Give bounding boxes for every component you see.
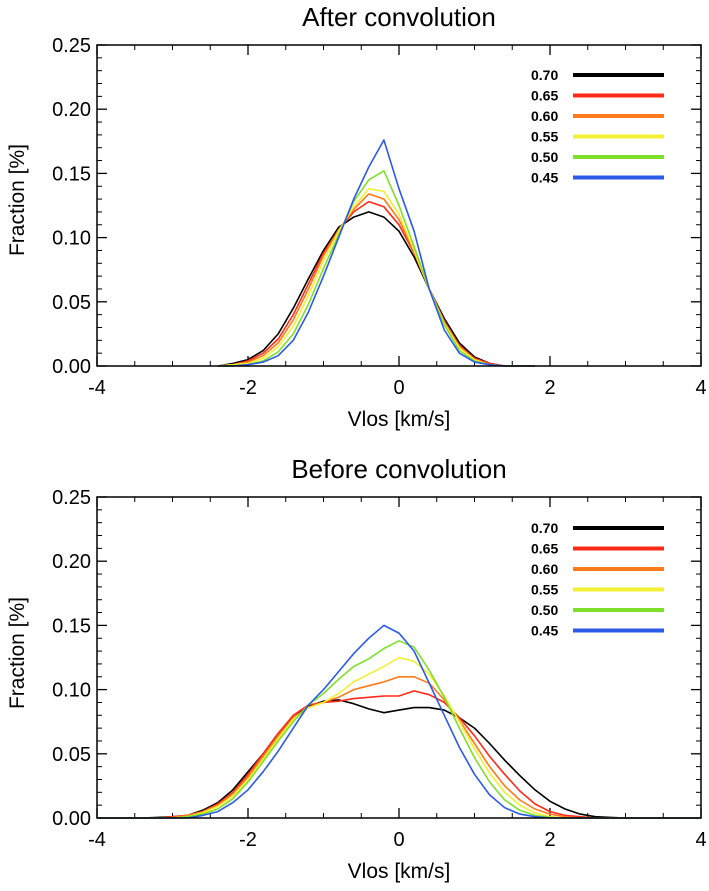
chart-after-convolution: After convolution Vlos [km/s] Fraction [… bbox=[6, 2, 707, 431]
legend-label: 0.70 bbox=[531, 520, 558, 536]
chart-before-convolution: Before convolution Vlos [km/s] Fraction … bbox=[6, 454, 707, 883]
series-line-0.50 bbox=[217, 170, 535, 367]
series-line-0.45 bbox=[97, 624, 701, 819]
chart-title: Before convolution bbox=[291, 454, 506, 484]
x-tick-label: -4 bbox=[88, 377, 106, 399]
series-line-0.70 bbox=[97, 699, 701, 819]
series-line-0.45 bbox=[217, 139, 535, 367]
tick-layer: -4 -2 0 2 4 0.00 0.05 0.10 0.15 0.20 0.25 bbox=[52, 487, 707, 851]
chart-title: After convolution bbox=[302, 2, 496, 32]
y-tick-label: 0.20 bbox=[52, 551, 91, 573]
legend-label: 0.50 bbox=[531, 602, 558, 618]
plot-frame bbox=[96, 44, 702, 367]
x-tick-label: -2 bbox=[239, 377, 257, 399]
x-tick-label: -4 bbox=[88, 829, 106, 851]
series-line-0.65 bbox=[217, 200, 535, 367]
y-tick-label: 0.15 bbox=[52, 615, 91, 637]
series-line-0.60 bbox=[97, 675, 701, 819]
series-line-0.55 bbox=[217, 188, 535, 367]
y-tick-label: 0.25 bbox=[52, 35, 91, 57]
x-tick-label: 2 bbox=[544, 829, 555, 851]
legend-label: 0.50 bbox=[531, 149, 558, 165]
legend: 0.70 0.65 0.60 0.55 0.50 0.45 bbox=[531, 520, 664, 639]
tick-layer: -4 -2 0 2 4 0.00 0.05 0.10 0.15 0.20 0.25 bbox=[52, 35, 707, 399]
y-tick-label: 0.00 bbox=[52, 356, 91, 378]
y-tick-label: 0.00 bbox=[52, 808, 91, 830]
legend-label: 0.65 bbox=[531, 541, 558, 557]
x-tick-label: 4 bbox=[695, 829, 706, 851]
y-tick-label: 0.25 bbox=[52, 487, 91, 509]
y-axis-label: Fraction [%] bbox=[6, 144, 29, 256]
y-tick-label: 0.20 bbox=[52, 99, 91, 121]
y-tick-label: 0.10 bbox=[52, 228, 91, 250]
series-line-0.50 bbox=[97, 639, 701, 819]
x-axis-label: Vlos [km/s] bbox=[348, 408, 451, 431]
x-tick-label: -2 bbox=[239, 829, 257, 851]
legend-label: 0.65 bbox=[531, 88, 558, 104]
plot-frame bbox=[96, 496, 702, 819]
series-layer bbox=[217, 139, 535, 367]
legend-label: 0.45 bbox=[531, 170, 558, 186]
x-tick-label: 0 bbox=[393, 829, 404, 851]
x-tick-label: 0 bbox=[393, 377, 404, 399]
series-layer bbox=[97, 624, 701, 819]
y-tick-label: 0.05 bbox=[52, 744, 91, 766]
y-tick-label: 0.05 bbox=[52, 292, 91, 314]
x-tick-label: 2 bbox=[544, 377, 555, 399]
y-tick-label: 0.10 bbox=[52, 680, 91, 702]
y-axis-label: Fraction [%] bbox=[6, 597, 29, 709]
legend-label: 0.45 bbox=[531, 623, 558, 639]
legend-label: 0.60 bbox=[531, 561, 558, 577]
x-tick-label: 4 bbox=[695, 377, 706, 399]
series-line-0.55 bbox=[97, 656, 701, 819]
legend-label: 0.55 bbox=[531, 129, 558, 145]
legend-label: 0.55 bbox=[531, 582, 558, 598]
x-axis-label: Vlos [km/s] bbox=[348, 860, 451, 883]
legend-label: 0.60 bbox=[531, 108, 558, 124]
legend: 0.70 0.65 0.60 0.55 0.50 0.45 bbox=[531, 67, 664, 186]
y-tick-label: 0.15 bbox=[52, 163, 91, 185]
series-line-0.60 bbox=[217, 193, 535, 367]
series-line-0.70 bbox=[217, 211, 535, 367]
legend-label: 0.70 bbox=[531, 67, 558, 83]
